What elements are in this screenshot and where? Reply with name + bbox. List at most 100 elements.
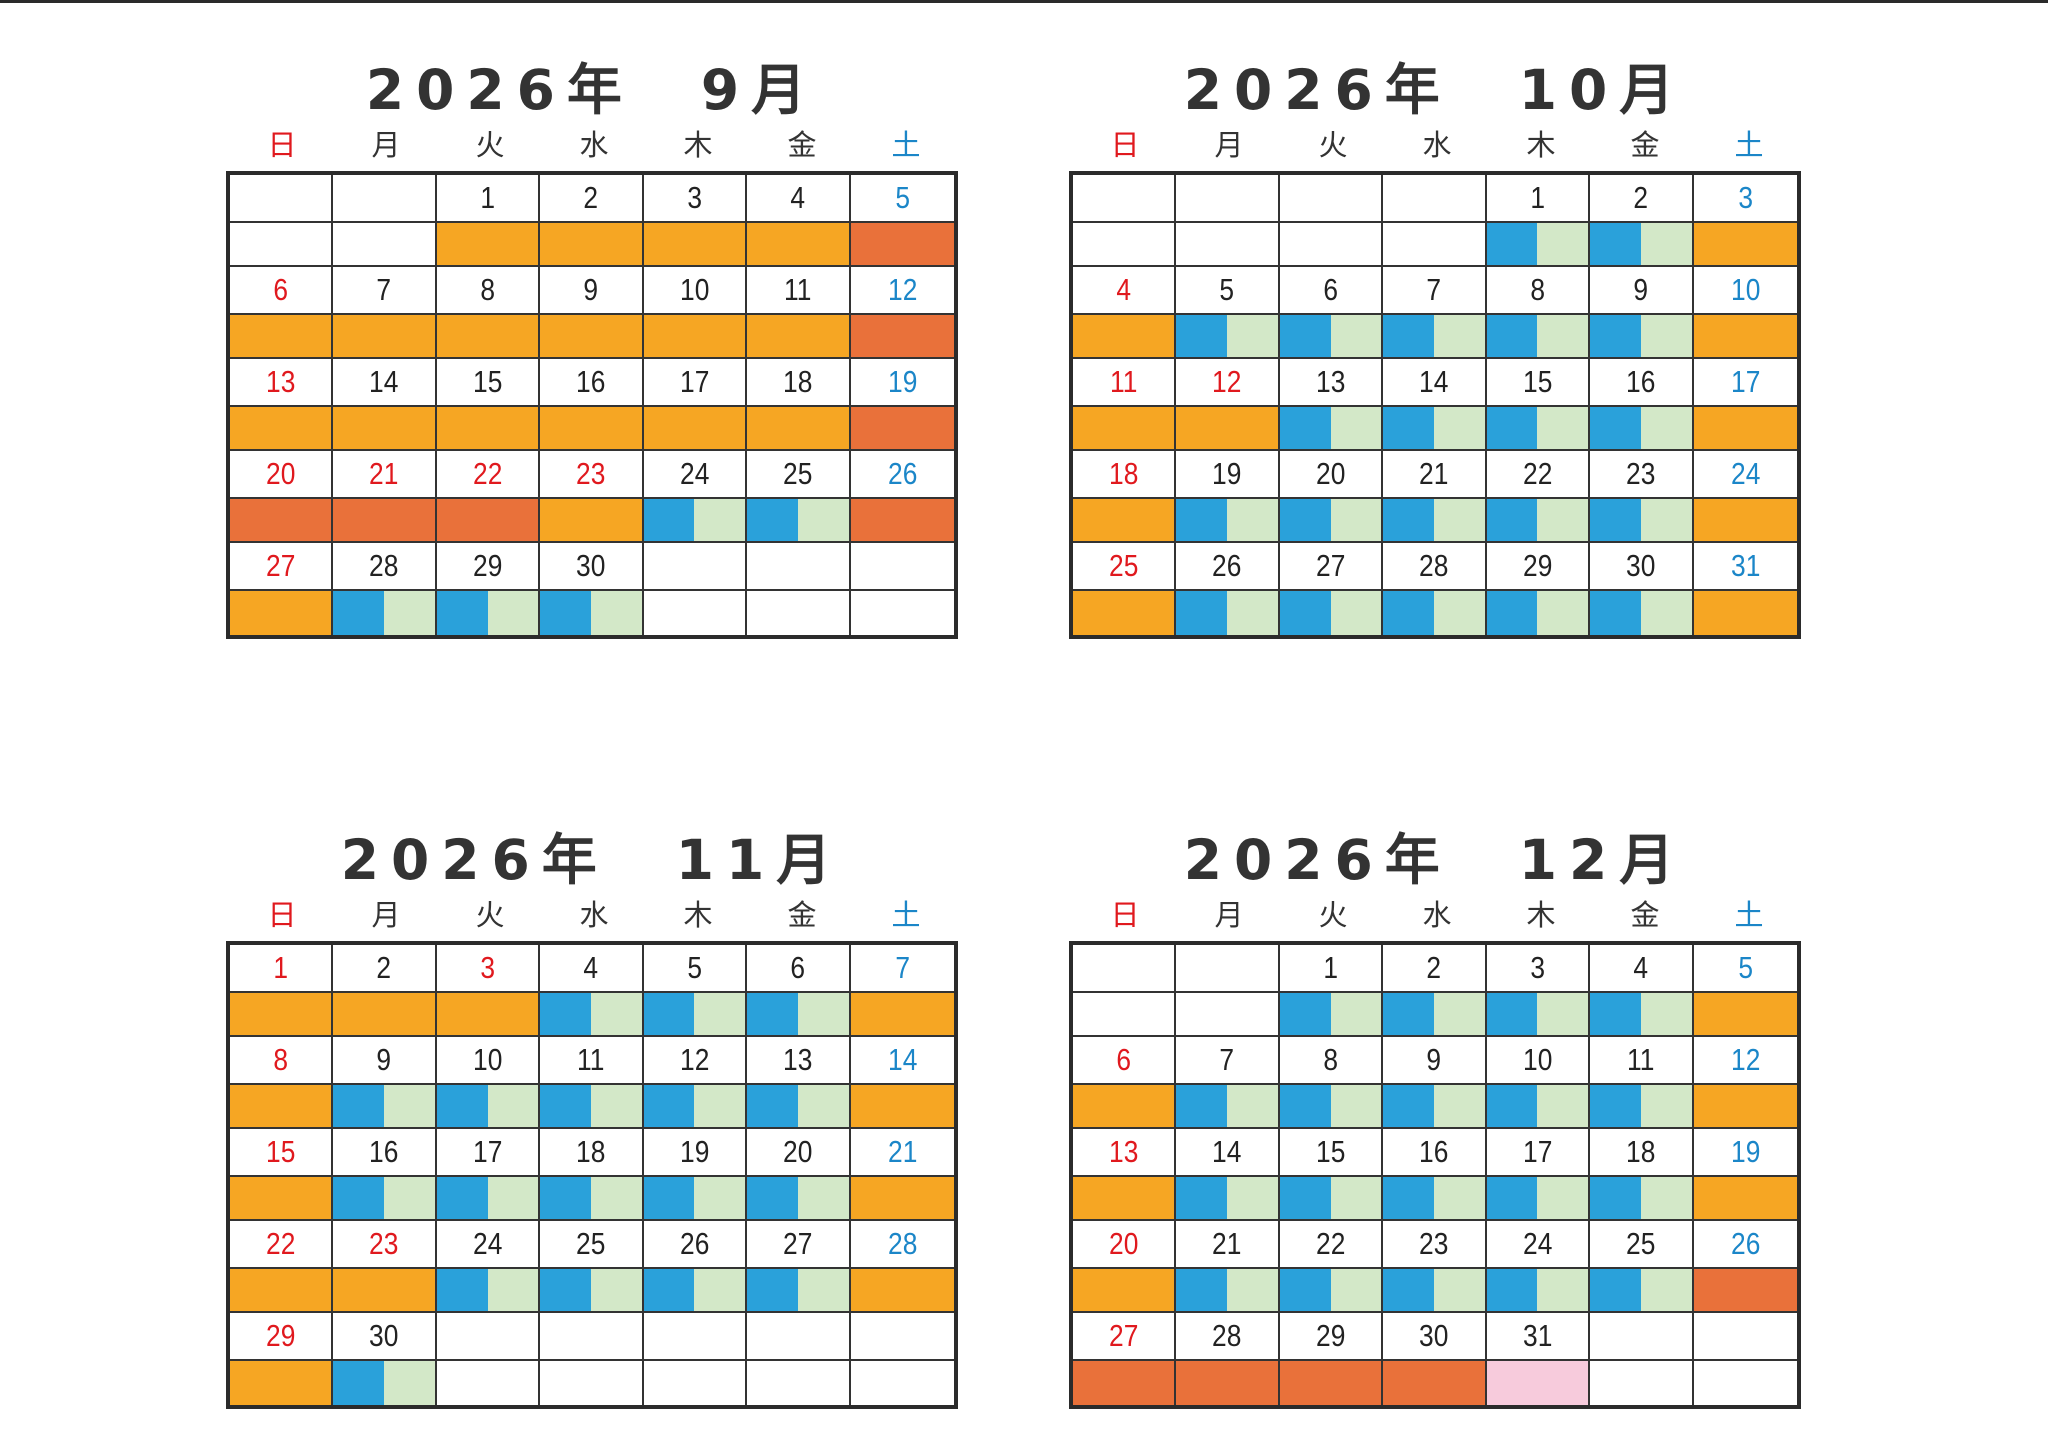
- day-cell: 26: [1176, 543, 1280, 635]
- status-bar-blue-half: [643, 1269, 695, 1311]
- calendar-grid: 1 2 3 4 5 6 7 8 9 10 11 12 13 14 15 16 17 18 19 20 21 22 23 24 2…: [226, 171, 958, 639]
- day-status-bar: [1590, 497, 1692, 541]
- status-bar-green-half: [1434, 1177, 1485, 1219]
- day-status-bar: [1176, 1083, 1278, 1127]
- day-number: 12: [679, 1042, 710, 1077]
- weekday-label: 木: [1526, 128, 1556, 162]
- day-number: 2: [583, 180, 599, 215]
- day-number: 18: [783, 364, 813, 399]
- day-cell: 2: [333, 945, 437, 1037]
- day-status-bar: [1486, 313, 1589, 357]
- day-cell: 21: [1176, 1221, 1280, 1313]
- day-cell: 17: [643, 359, 748, 451]
- weekday-header-row: 日月火水木金土: [230, 895, 958, 935]
- day-status-bar: [540, 497, 642, 541]
- day-number: 14: [1212, 1134, 1242, 1169]
- status-bar-green-half: [1640, 591, 1692, 635]
- status-bar-green-half: [1330, 407, 1382, 449]
- day-number: 17: [472, 1134, 503, 1169]
- day-number: 27: [1109, 1318, 1139, 1353]
- day-cell: 30: [540, 543, 644, 635]
- day-number: [444, 1313, 530, 1359]
- day-status-bar: [747, 313, 849, 357]
- day-status-bar: [1693, 1175, 1797, 1219]
- day-status-bar: [1383, 221, 1485, 265]
- day-cell: 13: [747, 1037, 851, 1129]
- empty-day-cell: [1176, 945, 1280, 1037]
- status-bar-blue-half: [1486, 407, 1538, 449]
- day-cell: 28: [1383, 543, 1487, 635]
- day-status-bar: [540, 313, 642, 357]
- status-bar-green-half: [1330, 1177, 1382, 1219]
- day-cell: 9: [333, 1037, 437, 1129]
- day-number: 25: [1109, 548, 1139, 583]
- day-cell: 5: [1176, 267, 1280, 359]
- day-cell: 24: [1693, 451, 1797, 543]
- status-bar-blue-half: [333, 591, 385, 635]
- day-cell: 8: [436, 267, 541, 359]
- day-status-bar: [1383, 1267, 1485, 1311]
- day-number: 6: [790, 950, 806, 985]
- day-cell: 22: [1486, 451, 1591, 543]
- day-cell: 2: [1590, 175, 1694, 267]
- day-status-bar: [1073, 221, 1175, 265]
- day-status-bar: [1693, 221, 1797, 265]
- day-number: 15: [472, 364, 503, 399]
- day-status-bar: [643, 497, 746, 541]
- status-bar-green-half: [694, 1085, 746, 1127]
- day-number: 22: [266, 1226, 296, 1261]
- status-bar-blue-half: [643, 993, 695, 1035]
- day-cell: 26: [850, 451, 954, 543]
- status-bar-green-half: [384, 1361, 435, 1405]
- weekday-label: 金: [1630, 128, 1660, 162]
- day-number: 26: [1730, 1226, 1760, 1261]
- status-bar-blue-half: [1486, 993, 1538, 1035]
- day-number: [1081, 175, 1167, 221]
- status-bar-green-half: [1537, 407, 1589, 449]
- day-cell: 21: [850, 1129, 954, 1221]
- day-number: 11: [577, 1042, 605, 1077]
- day-cell: 27: [1279, 543, 1384, 635]
- status-bar-blue-half: [1590, 993, 1641, 1035]
- status-bar-green-half: [1640, 315, 1692, 357]
- day-status-bar: [333, 221, 435, 265]
- day-cell: 31: [1486, 1313, 1591, 1405]
- day-status-bar: [643, 313, 746, 357]
- day-status-bar: [230, 1359, 332, 1405]
- day-cell: 5: [1693, 945, 1797, 1037]
- status-bar-blue-half: [1279, 407, 1331, 449]
- day-number: 23: [1419, 1226, 1449, 1261]
- day-number: 6: [1323, 272, 1338, 307]
- day-number: 7: [1426, 272, 1442, 307]
- day-number: [651, 543, 737, 589]
- day-cell: 23: [540, 451, 644, 543]
- day-number: 20: [1315, 456, 1346, 491]
- day-cell: 29: [436, 543, 541, 635]
- status-bar-blue-half: [1590, 407, 1641, 449]
- day-cell: 26: [1693, 1221, 1797, 1313]
- day-status-bar: [333, 497, 435, 541]
- day-number: 27: [783, 1226, 813, 1261]
- status-bar-blue-half: [1590, 223, 1641, 265]
- day-cell: 1: [230, 945, 334, 1037]
- weekday-label: 水: [579, 128, 609, 162]
- day-number: 16: [369, 1134, 399, 1169]
- day-cell: 4: [1073, 267, 1177, 359]
- day-status-bar: [230, 1083, 332, 1127]
- status-bar-blue-half: [1383, 407, 1434, 449]
- day-cell: 18: [1073, 451, 1177, 543]
- day-status-bar: [747, 1083, 849, 1127]
- day-status-bar: [643, 1359, 746, 1405]
- day-number: [1701, 1313, 1789, 1359]
- day-number: 1: [1323, 950, 1338, 985]
- day-cell: 6: [747, 945, 851, 1037]
- day-number: [548, 1313, 634, 1359]
- day-status-bar: [1486, 405, 1589, 449]
- day-number: 9: [1426, 1042, 1442, 1077]
- day-cell: 15: [230, 1129, 334, 1221]
- day-number: 18: [1626, 1134, 1656, 1169]
- weekday-label: 月: [1214, 898, 1244, 932]
- status-bar-green-half: [1330, 993, 1382, 1035]
- day-number: 1: [1530, 180, 1545, 215]
- day-status-bar: [1693, 1267, 1797, 1311]
